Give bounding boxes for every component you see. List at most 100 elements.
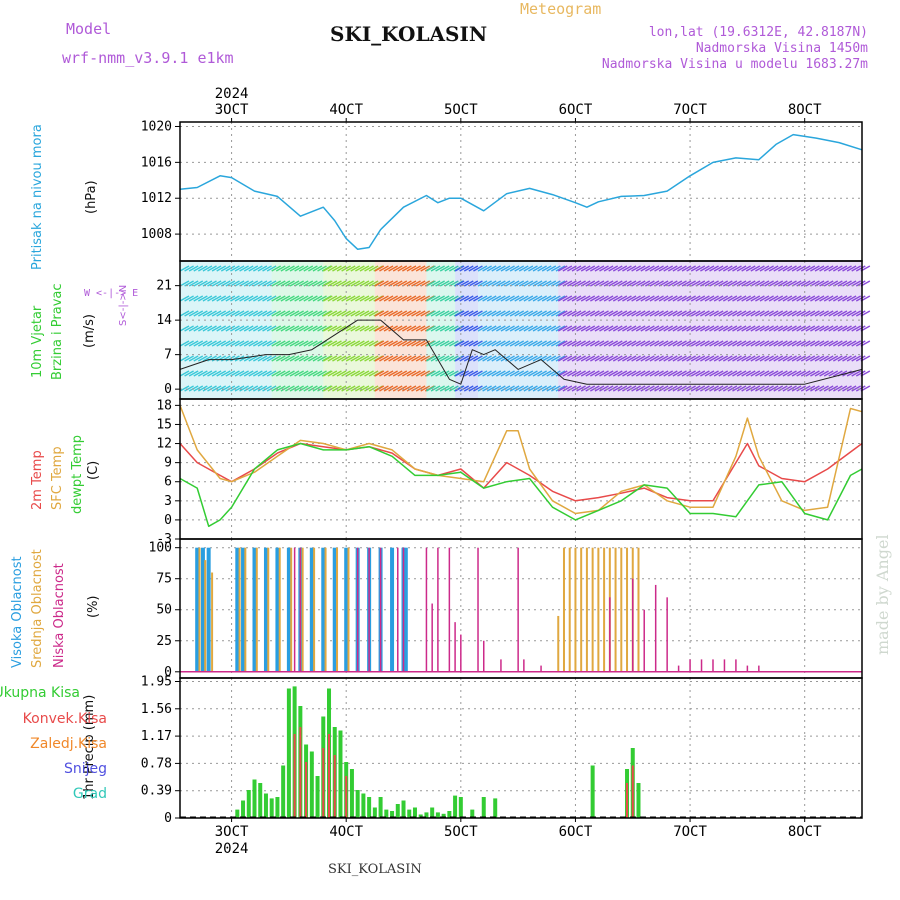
wind-barb bbox=[426, 370, 436, 377]
precip-total-bar bbox=[241, 800, 246, 818]
wind-barb bbox=[551, 265, 561, 272]
wind-barb bbox=[567, 325, 577, 332]
wind-barb bbox=[359, 385, 370, 392]
wind-barb bbox=[828, 340, 839, 347]
wind-barb bbox=[379, 325, 389, 332]
wind-barb bbox=[266, 385, 277, 392]
wind-barb bbox=[216, 265, 227, 272]
wind-barb bbox=[500, 265, 511, 272]
y-tick-label: 0 bbox=[164, 665, 172, 680]
wind-barb bbox=[336, 280, 347, 287]
wind-barb bbox=[397, 265, 408, 272]
wind-barb bbox=[755, 340, 765, 347]
wind-barb bbox=[555, 385, 566, 392]
wind-barb bbox=[851, 355, 862, 362]
wind-barb bbox=[317, 385, 327, 392]
precip-conv-bar bbox=[322, 748, 325, 818]
wind-barb bbox=[411, 340, 421, 347]
wind-barb bbox=[397, 370, 408, 377]
wind-barb bbox=[179, 370, 190, 377]
wind-barb bbox=[523, 310, 534, 317]
wind-barb bbox=[473, 370, 483, 377]
wind-barb bbox=[791, 355, 802, 362]
wind-barb bbox=[184, 325, 194, 332]
wind-barb bbox=[585, 295, 596, 302]
time-tick-top: 7OCT bbox=[673, 102, 707, 118]
wind-barb bbox=[439, 280, 450, 287]
wind-barb bbox=[322, 325, 333, 332]
precip-total-bar bbox=[275, 797, 280, 818]
wind-barb bbox=[695, 340, 706, 347]
wind-barb bbox=[677, 295, 687, 302]
wind-barb bbox=[388, 265, 398, 272]
wind-barb bbox=[640, 355, 651, 362]
wind-barb bbox=[193, 385, 204, 392]
wind-barb bbox=[672, 325, 683, 332]
wind-barb bbox=[695, 265, 706, 272]
wind-barb bbox=[285, 385, 295, 392]
wind-barb bbox=[663, 310, 674, 317]
wind-barb bbox=[855, 385, 866, 392]
wind-barb bbox=[722, 280, 733, 287]
wind-barb bbox=[285, 325, 295, 332]
wind-barb bbox=[787, 265, 797, 272]
cloud-high-bar bbox=[390, 547, 395, 672]
wind-barb bbox=[833, 295, 843, 302]
wind-barb bbox=[612, 370, 623, 377]
wind-barb bbox=[406, 295, 417, 302]
wind-barb bbox=[764, 325, 774, 332]
time-tick-top: 6OCT bbox=[559, 102, 593, 118]
wind-barb bbox=[454, 265, 465, 272]
wind-barb bbox=[374, 340, 385, 347]
cloud-mid-bar bbox=[562, 547, 565, 672]
wind-barb bbox=[555, 265, 566, 272]
wind-barb bbox=[216, 280, 227, 287]
wind-barb bbox=[509, 265, 520, 272]
wind-barb bbox=[768, 310, 779, 317]
wind-barb bbox=[298, 385, 309, 392]
wind-barb bbox=[608, 355, 619, 362]
wind-barb bbox=[851, 310, 862, 317]
wind-barb bbox=[426, 265, 436, 272]
cloud-mid-bar bbox=[244, 547, 247, 672]
wind-barb bbox=[805, 325, 816, 332]
wind-barb bbox=[500, 295, 511, 302]
wind-barb bbox=[322, 265, 333, 272]
wind-barb bbox=[243, 280, 254, 287]
wind-barb bbox=[555, 325, 566, 332]
wind-barb bbox=[599, 295, 609, 302]
cloud-low-bar bbox=[356, 547, 359, 672]
wind-barb bbox=[388, 340, 398, 347]
wind-barb bbox=[179, 340, 190, 347]
wind-barb bbox=[271, 265, 282, 272]
wind-barb bbox=[855, 280, 866, 287]
wind-barb bbox=[303, 370, 314, 377]
wind-barb bbox=[823, 370, 834, 377]
wind-barb bbox=[837, 295, 848, 302]
wind-barb bbox=[567, 280, 577, 287]
precip-total-bar bbox=[430, 807, 435, 818]
precip-total-bar bbox=[590, 765, 595, 818]
wind-barb bbox=[312, 355, 323, 362]
wind-barb bbox=[523, 325, 534, 332]
wind-barb bbox=[594, 355, 605, 362]
wind-barb bbox=[546, 265, 557, 272]
wind-barb bbox=[379, 355, 389, 362]
wind-barb bbox=[253, 295, 263, 302]
wind-barb bbox=[626, 310, 637, 317]
wind-barb bbox=[523, 370, 534, 377]
wind-barb bbox=[759, 385, 770, 392]
wind-barb bbox=[211, 295, 222, 302]
wind-barb bbox=[430, 265, 441, 272]
wind-barb bbox=[207, 265, 217, 272]
wind-barb bbox=[791, 370, 802, 377]
wind-barb bbox=[523, 295, 534, 302]
wind-barb bbox=[819, 295, 829, 302]
wind-barb bbox=[645, 325, 655, 332]
wind-barb bbox=[216, 370, 227, 377]
wind-barb bbox=[496, 370, 506, 377]
wind-barb bbox=[179, 265, 190, 272]
wind-barb bbox=[805, 295, 816, 302]
wind-barb bbox=[350, 340, 361, 347]
cloud-low-bar bbox=[448, 547, 451, 672]
